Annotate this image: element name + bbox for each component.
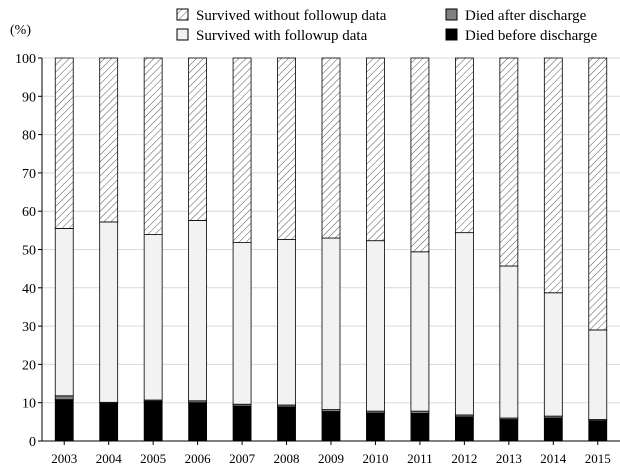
x-tick-label: 2012 [451, 451, 477, 466]
legend-label: Survived with followup data [196, 28, 368, 44]
x-tick-label: 2003 [51, 451, 77, 466]
bar-segment [99, 221, 119, 403]
x-tick-label: 2007 [229, 451, 256, 466]
bar-segment [410, 251, 430, 412]
bar-segment [321, 237, 341, 410]
y-axis-label: (%) [10, 23, 31, 38]
y-tick-label: 80 [22, 129, 36, 144]
bar-segment [499, 57, 519, 267]
bar-segment [277, 57, 296, 240]
legend-swatch [445, 8, 458, 21]
legend: Survived without followup data Died after… [176, 8, 598, 44]
bar-segment [366, 240, 385, 412]
legend-swatch [176, 28, 189, 41]
legend-label: Survived without followup data [196, 8, 387, 24]
legend-label: Died after discharge [465, 8, 587, 24]
bar-segment [54, 395, 74, 401]
bar-segment [588, 57, 608, 331]
axes: 0 10 20 30 40 50 60 70 80 90 100 2003 2004 2005 2006 20… [15, 52, 620, 466]
bar-segment [454, 416, 474, 442]
bar-segment [543, 417, 563, 442]
bar-segment [321, 57, 341, 239]
bar-segment [54, 57, 74, 229]
bar-segment [232, 405, 252, 442]
legend-swatch [445, 28, 458, 41]
x-tick-label: 2005 [140, 451, 166, 466]
bar-segment [321, 411, 341, 442]
bar-segment [188, 57, 208, 221]
bar-segment [499, 265, 519, 419]
x-tick-label: 2011 [407, 451, 433, 466]
x-tick-label: 2006 [185, 451, 212, 466]
bar-segment [454, 57, 474, 234]
bar-segment [143, 400, 163, 442]
bar-segment [54, 399, 74, 442]
bar-segment [588, 420, 608, 442]
bar-segment [588, 329, 608, 420]
bar-segment [54, 228, 74, 397]
y-tick-label: 10 [22, 397, 36, 412]
bar-segment [543, 57, 563, 294]
bars [54, 57, 608, 442]
bar-segment [143, 57, 163, 235]
bar-segment [410, 413, 430, 442]
y-tick-label: 20 [22, 358, 36, 373]
bar-segment [410, 57, 430, 253]
bar-segment [454, 232, 474, 416]
y-tick-label: 90 [22, 90, 36, 105]
y-tick-label: 70 [22, 167, 36, 182]
y-tick-label: 50 [22, 244, 36, 259]
bar-segment [99, 57, 119, 223]
y-tick-label: 0 [29, 435, 36, 450]
legend-swatch [176, 8, 189, 21]
y-tick-label: 60 [22, 205, 36, 220]
y-tick-label: 30 [22, 320, 36, 335]
x-tick-label: 2014 [540, 451, 567, 466]
bar-segment [232, 57, 252, 244]
y-tick-label: 100 [15, 52, 36, 67]
y-tick-label: 40 [22, 282, 36, 297]
bar-segment [232, 242, 252, 405]
x-tick-label: 2004 [96, 451, 123, 466]
x-tick-label: 2010 [362, 451, 388, 466]
bar-segment [366, 412, 385, 442]
legend-label: Died before discharge [465, 28, 598, 44]
x-tick-label: 2013 [496, 451, 522, 466]
bar-segment [499, 419, 519, 442]
x-tick-label: 2009 [318, 451, 344, 466]
x-tick-label: 2008 [274, 451, 300, 466]
bar-segment [99, 403, 119, 442]
bar-segment [188, 219, 208, 402]
bar-segment [188, 402, 208, 442]
bar-segment [366, 57, 385, 242]
x-tick-label: 2015 [585, 451, 611, 466]
bar-segment [143, 234, 163, 401]
bar-segment [543, 292, 563, 417]
bar-segment [277, 406, 296, 442]
bar-segment [277, 239, 296, 406]
